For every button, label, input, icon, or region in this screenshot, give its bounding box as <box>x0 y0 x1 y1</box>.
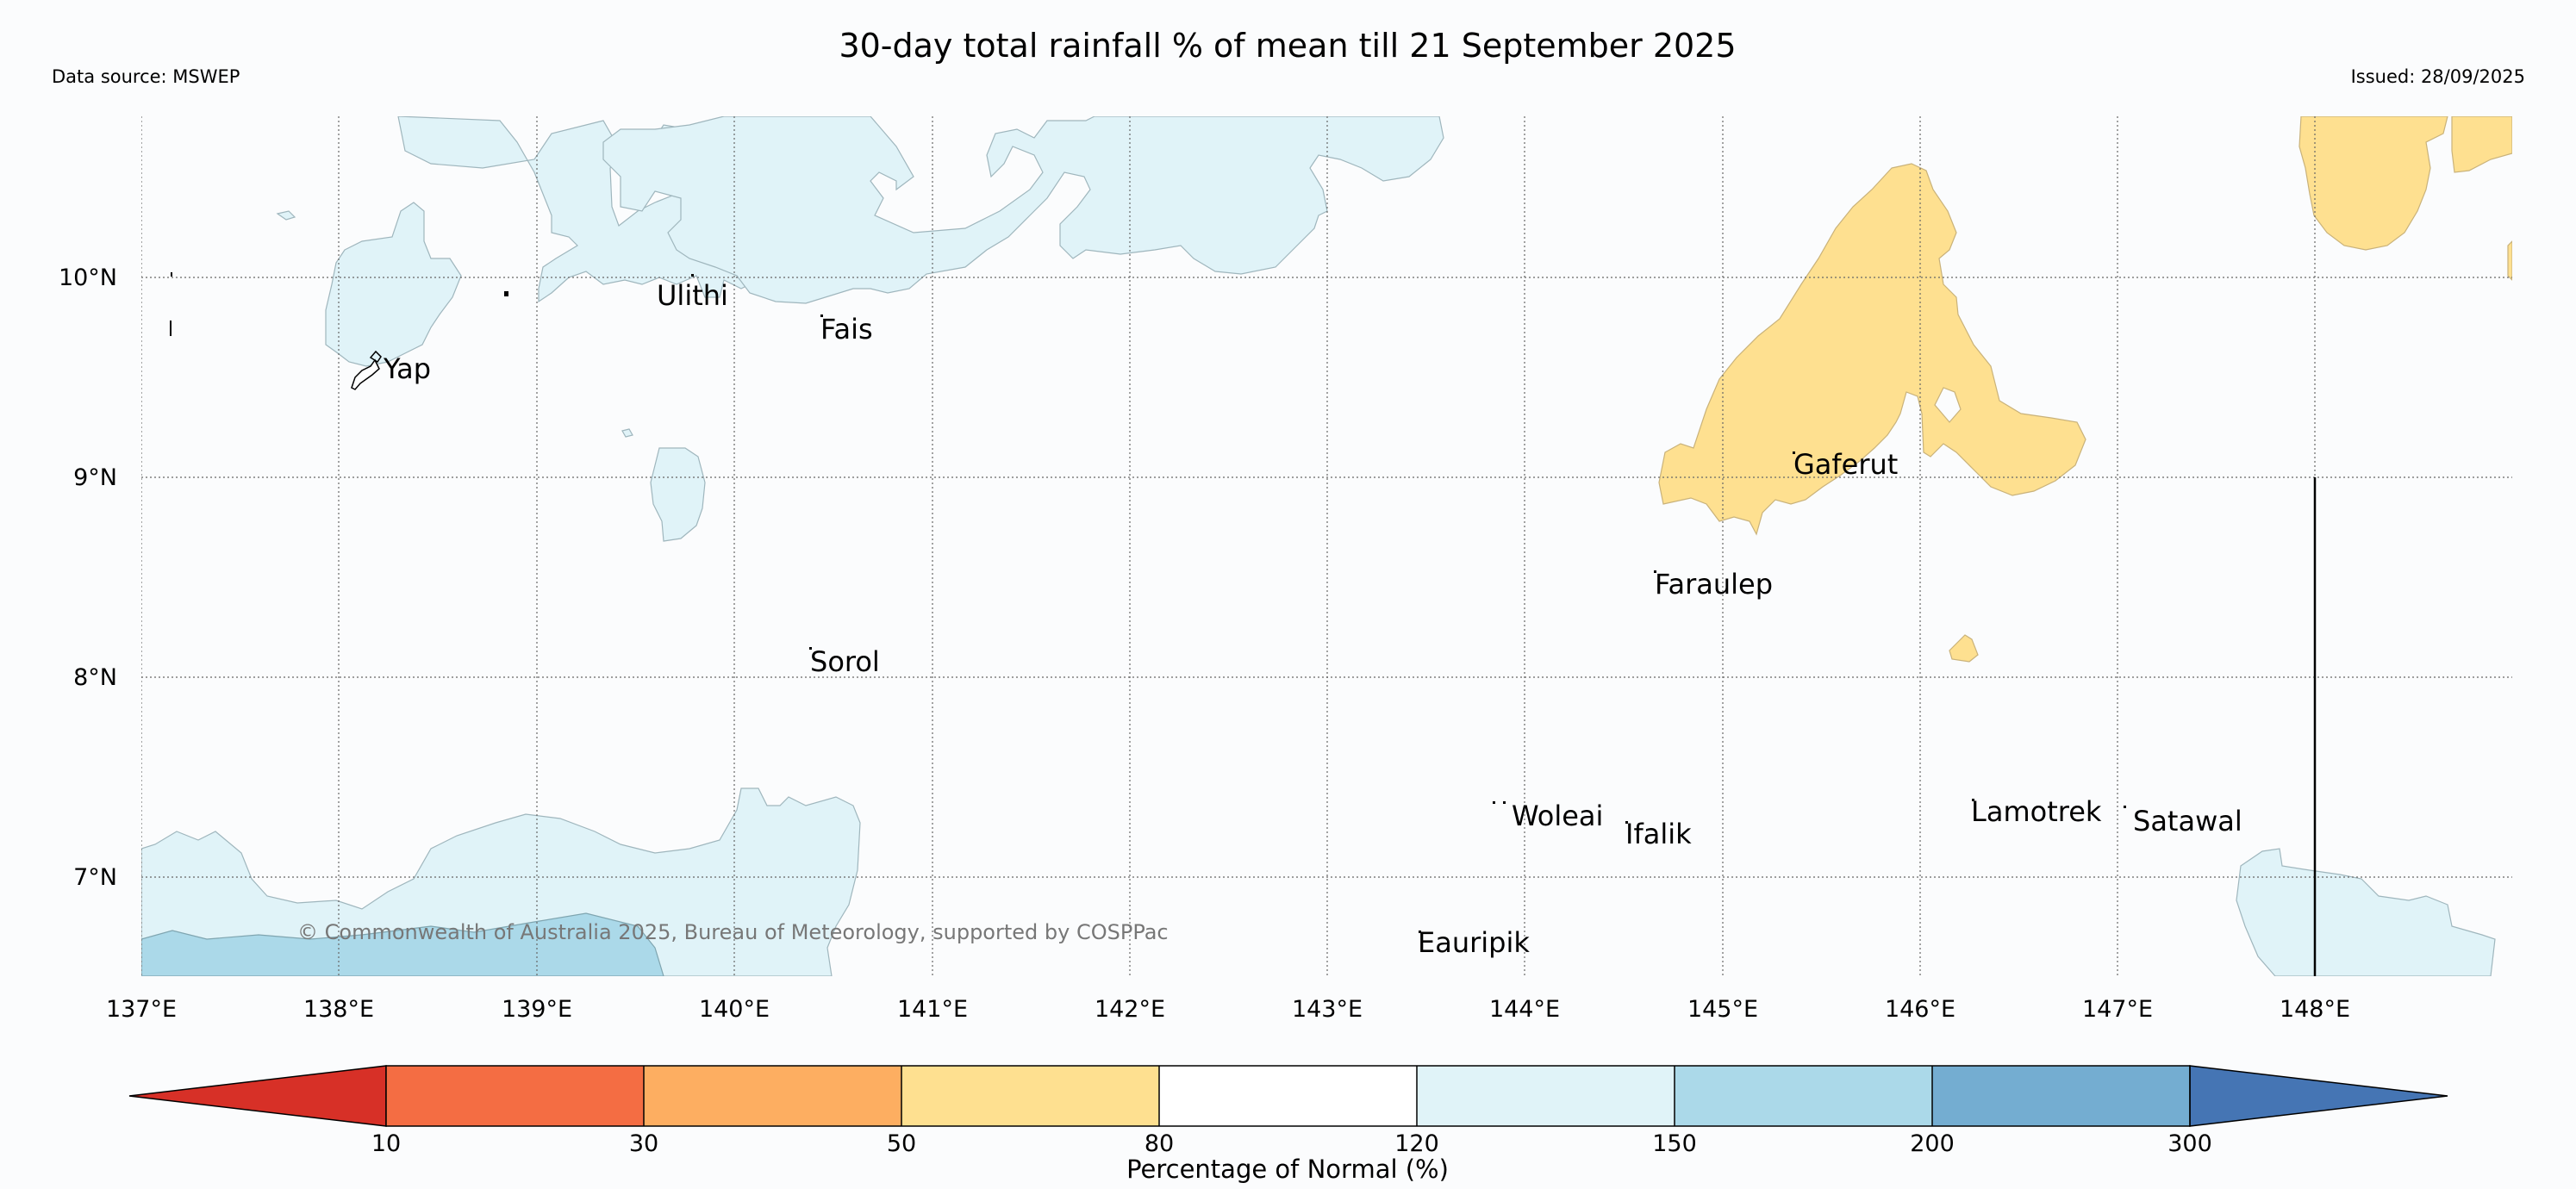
above-normal-region-north-2 <box>602 116 1444 304</box>
data-source-label: Data source: MSWEP <box>52 66 240 87</box>
lat-tick-label: 8°N <box>73 664 117 691</box>
copyright-notice: © Commonwealth of Australia 2025, Bureau… <box>297 920 1169 944</box>
normal-hole <box>1934 387 1962 423</box>
yap-island-outline-2 <box>369 350 382 364</box>
colorbar: 10 30 50 80 120 150 200 300 Percentage o… <box>128 1065 2448 1184</box>
colorbar-tick-label: 50 <box>887 1130 916 1157</box>
above-normal-islet-2 <box>621 428 633 438</box>
place-label-gaferut: Gaferut <box>1793 448 1898 481</box>
lon-tick-label: 140°E <box>699 996 770 1023</box>
colorbar-tick-label: 30 <box>629 1130 658 1157</box>
above-normal-region-southeast <box>2236 848 2496 976</box>
above-normal-region-north <box>397 116 759 303</box>
above-normal-region-small <box>650 447 706 542</box>
lon-tick-label: 144°E <box>1489 996 1560 1023</box>
colorbar-tick-label: 300 <box>2167 1130 2212 1157</box>
colorbar-segment-200-300 <box>1932 1066 2190 1126</box>
place-label-fais: Fais <box>820 313 873 345</box>
map-title: 30-day total rainfall % of mean till 21 … <box>839 27 1736 65</box>
latitude-tick-labels: 10°N 9°N 8°N 7°N <box>59 265 117 891</box>
place-label-sorol: Sorol <box>810 645 880 678</box>
colorbar-segment-150-200 <box>1675 1066 1932 1126</box>
colorbar-extend-high <box>2189 1065 2448 1127</box>
lon-tick-label: 146°E <box>1885 996 1955 1023</box>
place-label-eauripik: Eauripik <box>1418 926 1530 959</box>
lon-tick-label: 143°E <box>1292 996 1363 1023</box>
colorbar-tick-label: 200 <box>1910 1130 1955 1157</box>
lon-tick-label: 138°E <box>303 996 374 1023</box>
lon-tick-label: 145°E <box>1687 996 1758 1023</box>
lon-tick-label: 139°E <box>502 996 572 1023</box>
place-labels: Ulithi Fais Yap Gaferut Faraulep Sorol W… <box>383 279 2242 959</box>
place-label-ulithi: Ulithi <box>657 279 728 312</box>
graticule <box>141 116 2512 976</box>
colorbar-segment-80-120 <box>1159 1066 1417 1126</box>
place-label-woleai: Woleai <box>1512 800 1603 832</box>
island-markers <box>170 272 2126 933</box>
place-label-yap: Yap <box>383 352 431 385</box>
lon-tick-label: 147°E <box>2082 996 2153 1023</box>
below-normal-region-northeast <box>2298 116 2448 251</box>
longitude-tick-labels: 137°E 138°E 139°E 140°E 141°E 142°E 143°… <box>106 996 2350 1023</box>
below-normal-islet <box>1949 634 1979 663</box>
colorbar-tick-label: 150 <box>1652 1130 1697 1157</box>
lon-tick-label: 141°E <box>897 996 968 1023</box>
colorbar-segment-120-150 <box>1417 1066 1675 1126</box>
above-normal-region-southwest <box>141 787 861 976</box>
colorbar-tick-label: 120 <box>1394 1130 1439 1157</box>
colorbar-tick-label: 10 <box>371 1130 401 1157</box>
colorbar-segment-50-80 <box>901 1066 1159 1126</box>
yap-island-outline <box>351 358 380 390</box>
colorbar-segment-10-30 <box>386 1066 644 1126</box>
issued-date-label: Issued: 28/09/2025 <box>2351 66 2525 87</box>
below-normal-region-northeast-2 <box>2451 116 2512 173</box>
lon-tick-label: 148°E <box>2280 996 2350 1023</box>
place-label-lamotrek: Lamotrek <box>1971 795 2102 828</box>
below-normal-sliver <box>2507 240 2512 281</box>
place-label-ifalik: Ifalik <box>1625 818 1692 850</box>
above-normal-region-yap <box>325 202 462 367</box>
map-panel: Ulithi Fais Yap Gaferut Faraulep Sorol W… <box>59 116 2512 1023</box>
colorbar-segment-30-50 <box>644 1066 901 1126</box>
lat-tick-label: 10°N <box>59 265 117 291</box>
place-label-satawal: Satawal <box>2133 805 2242 837</box>
lon-tick-label: 137°E <box>106 996 177 1023</box>
lat-tick-label: 7°N <box>73 864 117 891</box>
place-label-faraulep: Faraulep <box>1655 568 1773 601</box>
colorbar-tick-label: 80 <box>1145 1130 1174 1157</box>
below-normal-region-east <box>1658 163 2086 536</box>
above-normal-islet-1 <box>276 210 296 221</box>
colorbar-extend-low <box>128 1065 387 1127</box>
colorbar-title: Percentage of Normal (%) <box>1126 1155 1449 1184</box>
lat-tick-label: 9°N <box>73 464 117 491</box>
lon-tick-label: 142°E <box>1095 996 1165 1023</box>
well-above-normal-region <box>141 912 664 976</box>
